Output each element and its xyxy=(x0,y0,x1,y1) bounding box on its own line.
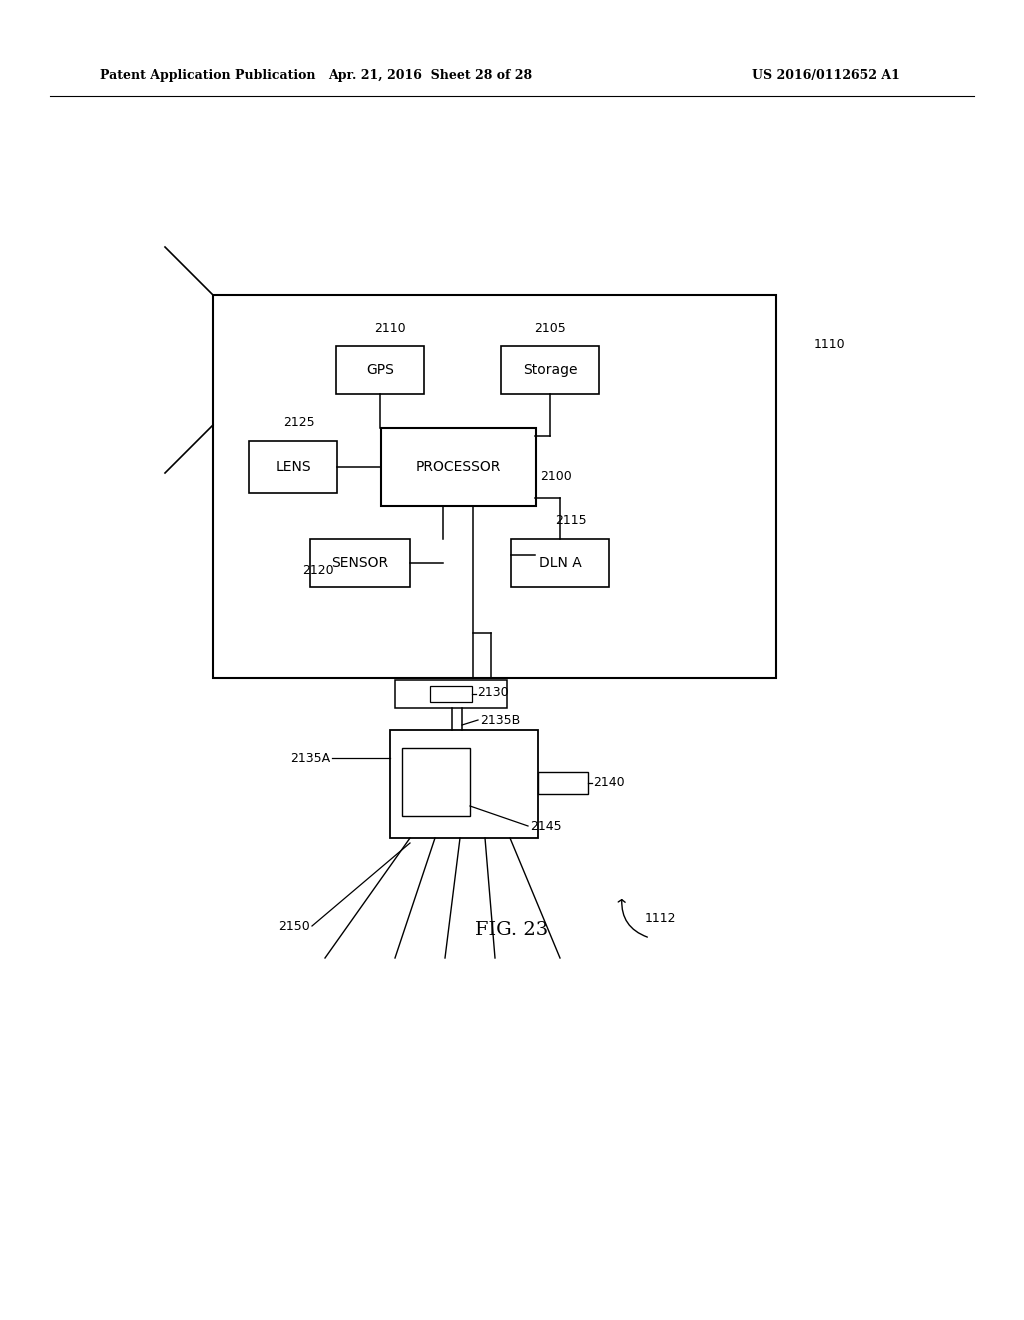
Bar xyxy=(249,441,337,492)
Text: LENS: LENS xyxy=(275,459,311,474)
Bar xyxy=(430,686,472,702)
Text: 2105: 2105 xyxy=(535,322,566,334)
Text: 2130: 2130 xyxy=(477,685,509,698)
Bar xyxy=(336,346,424,393)
Bar xyxy=(310,539,410,587)
Bar xyxy=(381,428,536,506)
Text: 2110: 2110 xyxy=(374,322,406,334)
Text: SENSOR: SENSOR xyxy=(332,556,388,570)
Text: 1110: 1110 xyxy=(814,338,846,351)
Text: 2120: 2120 xyxy=(302,565,334,578)
Text: Storage: Storage xyxy=(522,363,578,378)
Text: 2140: 2140 xyxy=(593,776,625,789)
Text: 2150: 2150 xyxy=(279,920,310,932)
Bar xyxy=(390,730,538,838)
Text: 2125: 2125 xyxy=(283,417,314,429)
Text: 1112: 1112 xyxy=(645,912,677,924)
Text: Apr. 21, 2016  Sheet 28 of 28: Apr. 21, 2016 Sheet 28 of 28 xyxy=(328,69,532,82)
Bar xyxy=(402,748,470,816)
Bar xyxy=(511,539,609,587)
Text: GPS: GPS xyxy=(366,363,394,378)
Text: US 2016/0112652 A1: US 2016/0112652 A1 xyxy=(752,69,900,82)
Text: 2135B: 2135B xyxy=(480,714,520,726)
Text: 2115: 2115 xyxy=(555,515,587,528)
Text: 2145: 2145 xyxy=(530,820,561,833)
Text: PROCESSOR: PROCESSOR xyxy=(416,459,501,474)
Text: FIG. 23: FIG. 23 xyxy=(475,921,549,939)
Text: 2135A: 2135A xyxy=(290,751,330,764)
Text: DLN A: DLN A xyxy=(539,556,582,570)
Bar xyxy=(538,772,588,795)
Bar xyxy=(395,680,507,708)
Bar xyxy=(501,346,599,393)
Text: 2100: 2100 xyxy=(540,470,571,483)
Text: Patent Application Publication: Patent Application Publication xyxy=(100,69,315,82)
Bar xyxy=(213,294,776,678)
